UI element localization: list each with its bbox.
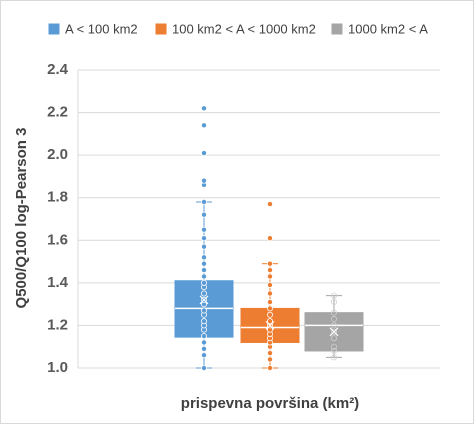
data-point bbox=[330, 343, 337, 350]
data-point bbox=[266, 299, 273, 306]
data-point bbox=[330, 335, 337, 342]
data-point bbox=[200, 290, 207, 297]
y-tick-label: 2.0 bbox=[47, 146, 68, 163]
mean-marker bbox=[265, 321, 275, 330]
data-point bbox=[200, 333, 207, 340]
data-point bbox=[200, 177, 207, 184]
data-point bbox=[200, 150, 207, 157]
data-point bbox=[200, 339, 207, 346]
data-point bbox=[200, 307, 207, 314]
data-point bbox=[200, 235, 207, 242]
mean-marker bbox=[329, 327, 339, 337]
data-point bbox=[266, 281, 273, 288]
data-point bbox=[200, 105, 207, 112]
data-point bbox=[330, 309, 337, 316]
data-point bbox=[266, 235, 273, 242]
data-point bbox=[266, 290, 273, 297]
data-point bbox=[330, 354, 337, 361]
data-point bbox=[330, 322, 337, 329]
y-tick-label: 1.2 bbox=[47, 316, 68, 333]
data-point bbox=[266, 318, 273, 325]
x-axis-title: prispevna površina (km²) bbox=[181, 395, 359, 412]
y-axis-title: Q500/Q100 log-Pearson 3 bbox=[13, 128, 30, 309]
data-point bbox=[330, 316, 337, 323]
data-point bbox=[200, 318, 207, 325]
data-point bbox=[200, 273, 207, 280]
data-point bbox=[266, 364, 273, 371]
data-point bbox=[200, 267, 207, 274]
y-tick-label: 1.6 bbox=[47, 231, 68, 248]
y-tick-label: 1.4 bbox=[47, 274, 69, 291]
y-tick-label: 2.2 bbox=[47, 104, 68, 121]
data-point bbox=[266, 350, 273, 357]
data-point bbox=[200, 260, 207, 267]
y-tick-label: 1.0 bbox=[47, 359, 68, 376]
data-point bbox=[330, 299, 337, 306]
legend-swatch bbox=[330, 22, 344, 36]
data-point bbox=[200, 243, 207, 250]
legend-label: 100 km2 < A < 1000 km2 bbox=[172, 21, 316, 36]
data-point bbox=[330, 292, 337, 299]
mean-marker bbox=[199, 295, 209, 305]
data-point bbox=[200, 352, 207, 359]
legend-label: 1000 km2 < A bbox=[348, 21, 428, 36]
data-point bbox=[266, 201, 273, 208]
data-point bbox=[200, 198, 207, 205]
data-point bbox=[200, 254, 207, 261]
legend-swatch bbox=[154, 22, 168, 36]
data-point bbox=[200, 211, 207, 218]
data-point bbox=[200, 122, 207, 129]
data-point bbox=[266, 260, 273, 267]
y-tick-label: 1.8 bbox=[47, 189, 68, 206]
data-point bbox=[266, 273, 273, 280]
data-point bbox=[266, 305, 273, 312]
legend-swatch bbox=[47, 22, 61, 36]
data-point bbox=[330, 328, 337, 335]
legend-label: A < 100 km2 bbox=[65, 21, 138, 36]
data-point bbox=[200, 345, 207, 352]
data-point bbox=[200, 364, 207, 371]
data-point bbox=[200, 279, 207, 286]
y-tick-label: 2.4 bbox=[47, 61, 69, 78]
data-point bbox=[266, 356, 273, 363]
data-point bbox=[200, 226, 207, 233]
data-point bbox=[266, 311, 273, 318]
data-point bbox=[330, 347, 337, 354]
data-point bbox=[266, 267, 273, 274]
